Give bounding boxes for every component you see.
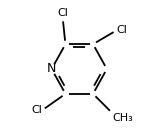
Text: Cl: Cl <box>31 105 42 115</box>
Text: Cl: Cl <box>57 8 68 18</box>
Text: Cl: Cl <box>116 25 127 35</box>
Text: CH₃: CH₃ <box>112 113 133 123</box>
Text: N: N <box>47 63 56 75</box>
